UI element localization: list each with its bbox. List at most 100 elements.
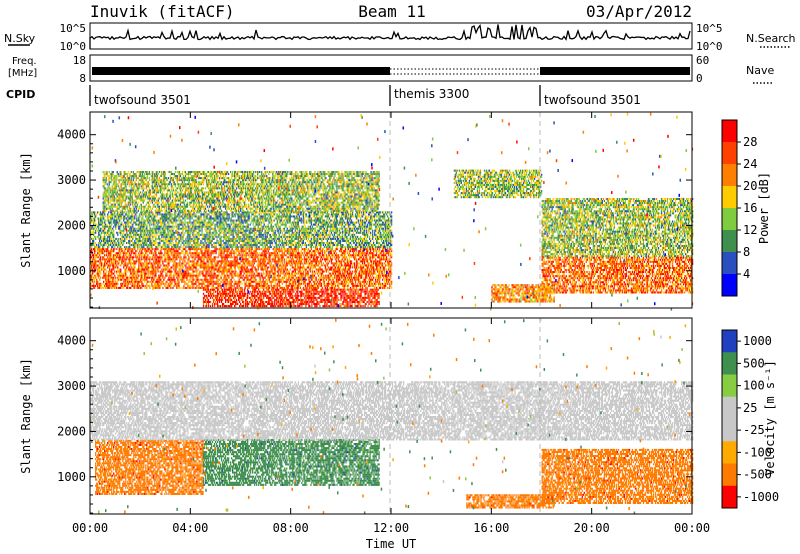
power-cell [264,303,265,305]
power-cell [273,297,274,299]
power-cell [120,271,121,273]
power-cell [210,256,211,258]
power-cell [354,250,355,252]
power-cell [96,266,97,268]
power-cell [248,258,249,260]
power-cell [308,266,309,268]
power-cell [345,273,346,275]
power-cell [280,262,281,264]
power-cell [379,281,380,283]
power-cell [345,258,346,260]
power-cell [113,264,114,266]
power-cell [291,260,292,262]
power-cell [281,269,282,271]
power-cell [357,264,358,266]
power-cell [267,273,268,275]
power-cell [350,250,351,252]
power-cell [222,299,223,301]
power-cell [92,273,93,275]
power-cell [287,281,288,283]
power-cell [123,275,124,277]
power-cell [281,295,282,297]
power-cell [307,258,308,260]
power-cell [256,254,257,256]
power-cell [128,250,129,252]
power-cell [301,250,302,252]
power-cell [380,275,381,277]
power-cell [204,252,205,254]
power-cell [379,248,380,250]
power-cell [238,289,239,291]
power-cell [346,256,347,258]
power-cell [162,281,163,283]
power-cell [188,262,189,264]
power-cell [269,301,270,303]
power-cell [148,269,149,271]
power-cell [117,283,118,285]
power-cell [304,266,305,268]
power-cell [118,264,119,266]
power-cell [318,293,319,295]
power-cell [345,285,346,287]
power-cell [217,277,218,279]
power-cell [232,277,233,279]
power-cell [97,281,98,283]
power-cell [190,277,191,279]
power-cell [324,250,325,252]
power-cell [277,287,278,289]
power-cell [213,301,214,303]
power-cell [285,295,286,297]
power-cell [253,279,254,281]
power-cell [286,271,287,273]
power-cell [114,275,115,277]
power-cell [116,285,117,287]
power-cell [245,264,246,266]
power-cell [361,277,362,279]
power-cell [243,297,244,299]
power-cell [242,289,243,291]
power-cell [308,248,309,250]
nsearch-tick-top: 10^5 [696,22,723,35]
power-cell [382,262,383,264]
power-cell [265,260,266,262]
power-cell [372,275,373,277]
power-cell [262,291,263,293]
power-cell [102,262,103,264]
power-cell [152,248,153,250]
power-cell [389,279,390,281]
power-cell [236,258,237,260]
power-cell [153,266,154,268]
power-cell [257,252,258,254]
power-cell [114,256,115,258]
power-cell [313,301,314,303]
power-cell [146,252,147,254]
power-cell [357,269,358,271]
power-cell [151,283,152,285]
power-cell [241,252,242,254]
date-title: 03/Apr/2012 [586,2,692,21]
power-cell [264,273,265,275]
power-cell [149,285,150,287]
power-cell [225,266,226,268]
power-cell [249,275,250,277]
power-cell [339,256,340,258]
power-cell [339,277,340,279]
power-cell [204,297,205,299]
power-cell [138,252,139,254]
power-cell [178,283,179,285]
power-cell [375,258,376,260]
power-cell [206,277,207,279]
power-cell [242,291,243,293]
power-cell [117,260,118,262]
power-cell [388,254,389,256]
power-cell [169,256,170,258]
power-cell [231,273,232,275]
power-cell [247,266,248,268]
power-cell [391,254,392,256]
power-cell [219,266,220,268]
power-cell [142,252,143,254]
power-cell [207,260,208,262]
power-cell [141,264,142,266]
power-cell [265,266,266,268]
power-cell [197,277,198,279]
